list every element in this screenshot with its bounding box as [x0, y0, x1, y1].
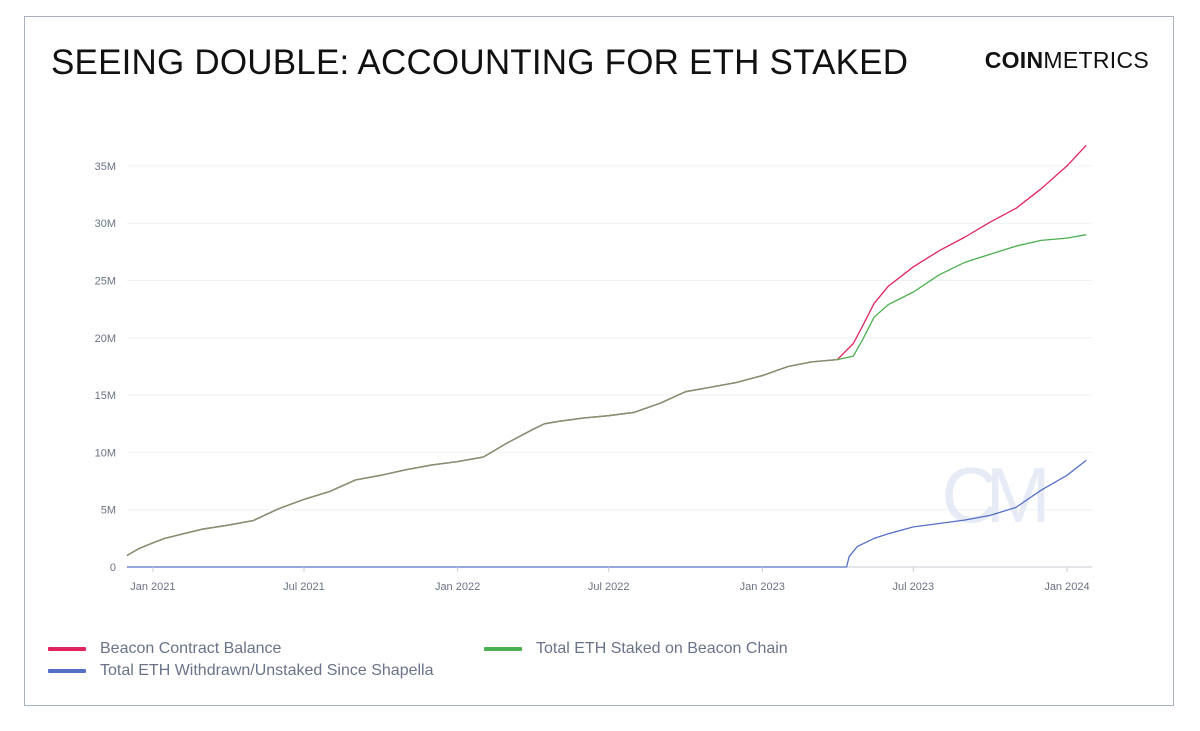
brand-light: METRICS	[1043, 47, 1149, 73]
chart-frame: SEEING DOUBLE: ACCOUNTING FOR ETH STAKED…	[24, 16, 1174, 706]
y-tick-label: 0	[110, 562, 116, 574]
chart-title: SEEING DOUBLE: ACCOUNTING FOR ETH STAKED	[51, 43, 909, 82]
x-tick-label: Jan 2023	[740, 581, 785, 593]
legend-label: Beacon Contract Balance	[100, 640, 282, 657]
y-tick-label: 35M	[95, 161, 116, 173]
x-tick-label: Jul 2021	[283, 581, 325, 593]
x-tick-label: Jul 2022	[588, 581, 630, 593]
x-tick-label: Jan 2024	[1044, 581, 1089, 593]
y-axis-ticks: 0 5M 10M 15M 20M 25M 30M 35M	[95, 161, 116, 574]
legend-swatch-green	[484, 647, 522, 651]
x-tick-label: Jul 2023	[893, 581, 935, 593]
legend-item-beacon-contract-balance[interactable]: Beacon Contract Balance	[48, 640, 281, 658]
watermark-logo: CM	[941, 451, 1044, 539]
legend-swatch-red	[48, 647, 86, 651]
x-tick-label: Jan 2022	[435, 581, 480, 593]
y-tick-label: 20M	[95, 333, 116, 345]
brand-bold: COIN	[984, 47, 1044, 73]
y-tick-label: 5M	[101, 505, 116, 517]
x-axis-ticks: Jan 2021 Jul 2021 Jan 2022 Jul 2022 Jan 2023…	[130, 567, 1090, 593]
y-tick-label: 10M	[95, 447, 116, 459]
series-lines	[126, 144, 1087, 568]
y-tick-label: 25M	[95, 276, 116, 288]
legend-item-total-eth-staked[interactable]: Total ETH Staked on Beacon Chain	[484, 640, 788, 658]
y-tick-label: 15M	[95, 390, 116, 402]
y-tick-label: 30M	[95, 218, 116, 230]
series-line-2	[127, 459, 1087, 568]
series-overlap-line	[126, 358, 838, 557]
legend-swatch-blue	[48, 669, 86, 673]
brand-logo: COINMETRICS	[985, 47, 1149, 74]
x-tick-label: Jan 2021	[130, 581, 175, 593]
legend-label: Total ETH Staked on Beacon Chain	[536, 640, 788, 657]
legend-label: Total ETH Withdrawn/Unstaked Since Shape…	[100, 662, 434, 679]
legend-item-total-eth-withdrawn[interactable]: Total ETH Withdrawn/Unstaked Since Shape…	[48, 662, 434, 680]
